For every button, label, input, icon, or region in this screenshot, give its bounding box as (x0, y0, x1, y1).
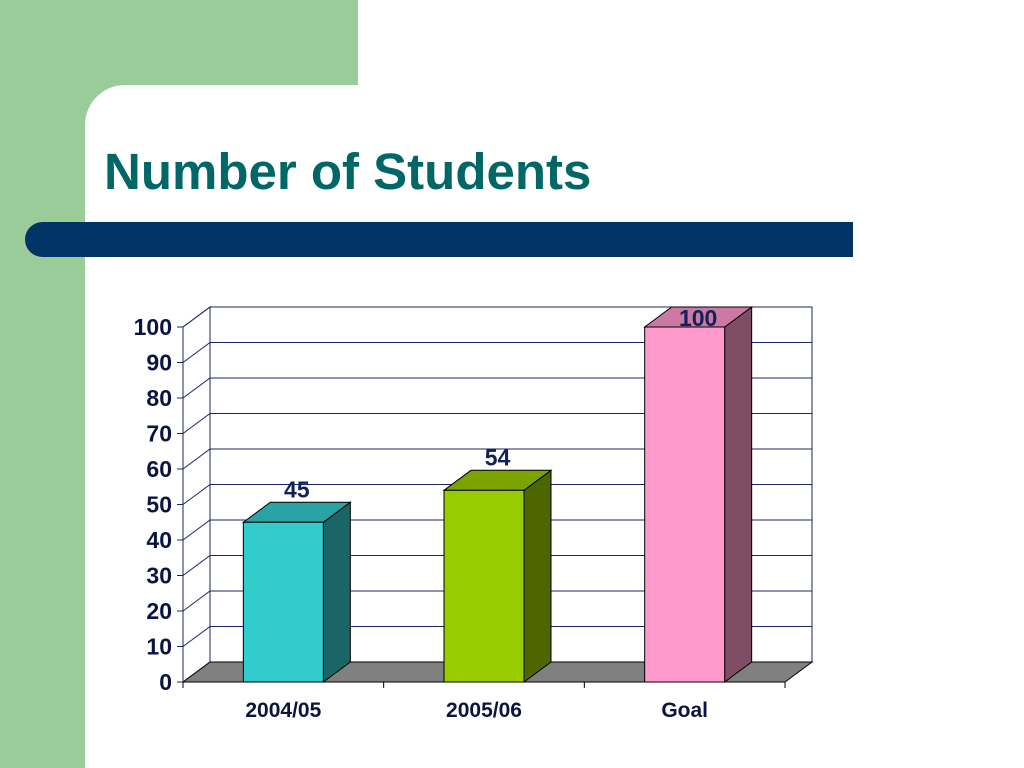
y-tick-label-70: 70 (146, 421, 172, 447)
y-tick-label-30: 30 (146, 563, 172, 589)
data-label-2005-06: 54 (485, 444, 511, 470)
gridline-50 (182, 484, 812, 505)
title-underline-band (25, 222, 853, 257)
bar-front-face (242, 521, 324, 683)
gridline-20 (182, 590, 812, 612)
page-title: Number of Students (104, 143, 592, 200)
gridline-70 (182, 413, 812, 434)
gridline-100 (182, 306, 812, 328)
bar-chart: 0 10 20 30 40 50 60 70 80 90 100 45 2004/05 54 2005/06… (134, 305, 814, 722)
gridline-90 (182, 342, 812, 363)
gridline-80 (182, 377, 812, 399)
bar-side-face (724, 306, 753, 683)
bar-front-face (443, 489, 525, 683)
y-tick-label-100: 100 (134, 314, 172, 340)
y-tick-label-0: 0 (159, 669, 172, 695)
bar-side-face (322, 501, 351, 683)
gridline-30 (182, 555, 812, 576)
bar-side-face (523, 469, 552, 683)
gridline-10 (182, 626, 812, 647)
y-tick-label-40: 40 (146, 527, 172, 553)
y-tick-label-60: 60 (146, 456, 172, 482)
y-tick-label-80: 80 (146, 385, 172, 411)
y-tick-label-50: 50 (146, 492, 172, 518)
bar-front-face (644, 326, 726, 683)
bar-2004-05 (241, 501, 352, 683)
gridline-40 (182, 519, 812, 541)
x-tick-label-goal: Goal (661, 699, 708, 722)
data-label-goal: 100 (679, 305, 717, 331)
x-tick-label-2005-06: 2005/06 (446, 699, 522, 722)
gridline-60 (182, 448, 812, 470)
y-tick-label-20: 20 (146, 598, 172, 624)
y-tick-label-90: 90 (146, 350, 172, 376)
data-label-2004-05: 45 (284, 476, 310, 502)
bar-goal (643, 306, 754, 683)
y-tick-label-10: 10 (146, 634, 172, 660)
x-tick-label-2004-05: 2004/05 (245, 699, 321, 722)
bar-2005-06 (442, 469, 553, 683)
